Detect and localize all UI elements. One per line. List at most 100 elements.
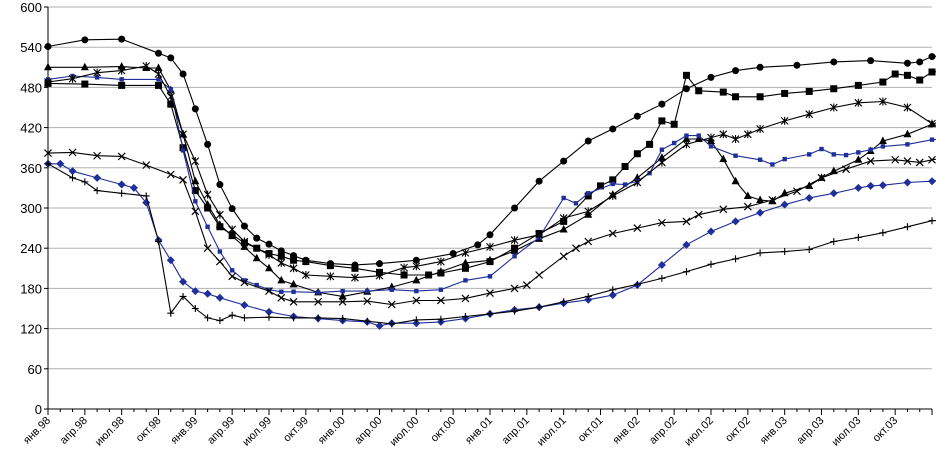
- series-7-point: [756, 249, 764, 257]
- series-5-point: [191, 157, 200, 166]
- series-6-point: [240, 301, 249, 310]
- series-1-point: [891, 70, 899, 78]
- series-7-point: [658, 274, 666, 282]
- series-2-point: [657, 153, 666, 161]
- series-0-point: [658, 100, 666, 108]
- series-5-point: [854, 98, 863, 107]
- series-3-point: [831, 152, 836, 157]
- series-7-point: [461, 313, 469, 321]
- series-7-point: [486, 310, 494, 318]
- series-5-point: [780, 116, 789, 125]
- series-3-point: [708, 144, 714, 149]
- series-0-point: [682, 85, 690, 93]
- series-6-point: [707, 227, 715, 236]
- y-tick-label: 180: [20, 281, 42, 296]
- series-3-point: [229, 268, 235, 273]
- series-1-point: [584, 192, 592, 200]
- series-6-point: [829, 189, 838, 198]
- x-tick-label: окт.01: [576, 415, 606, 445]
- x-tick-label: янв.01: [463, 415, 495, 447]
- x-tick-label: окт.02: [723, 415, 753, 445]
- series-2-point: [265, 263, 273, 272]
- series-0-point: [609, 125, 617, 133]
- series-5-point: [903, 103, 912, 112]
- series-0-point: [265, 240, 273, 248]
- x-tick-label: июл.02: [682, 415, 716, 449]
- series-4-point: [842, 165, 850, 174]
- series-7-point: [903, 223, 911, 231]
- series-4-point: [633, 224, 642, 233]
- series-4-point: [436, 296, 445, 305]
- series-1-point: [854, 81, 862, 89]
- series-7-point: [118, 189, 126, 197]
- series-0-point: [216, 181, 224, 189]
- series-layer: [44, 35, 936, 330]
- series-0-point: [903, 59, 911, 67]
- series-3-point: [647, 170, 652, 176]
- series-3-point: [770, 162, 775, 167]
- x-tick-label: июл.99: [240, 415, 274, 449]
- series-0-point: [584, 137, 592, 145]
- series-1-point: [633, 150, 641, 158]
- series-2-point: [854, 155, 863, 163]
- series-5-point: [437, 257, 445, 266]
- x-tick-label: апр.03: [794, 415, 826, 447]
- series-4-point: [793, 187, 801, 196]
- series-3-point: [843, 152, 849, 158]
- x-tick-label: апр.98: [58, 415, 90, 447]
- series-1-point: [597, 182, 604, 190]
- series-5-point: [928, 119, 936, 128]
- series-1-point: [191, 187, 199, 195]
- series-1-point: [879, 78, 887, 86]
- series-2-point: [240, 242, 249, 250]
- series-4-point: [891, 155, 900, 164]
- series-3-point: [193, 199, 198, 204]
- series-5-point: [805, 110, 814, 119]
- series-6-point: [928, 177, 936, 186]
- series-5-point: [375, 271, 384, 280]
- series-0-point: [155, 49, 162, 57]
- series-6-point: [756, 208, 765, 217]
- series-5-point: [166, 92, 175, 101]
- series-5-point: [228, 225, 237, 234]
- series-5-point: [351, 273, 359, 282]
- series-1-point: [928, 68, 936, 76]
- series-6-point: [166, 256, 175, 265]
- series-4-point: [522, 281, 531, 289]
- x-tick-label: окт.99: [281, 415, 311, 445]
- series-7-point: [216, 317, 224, 325]
- series-3-point: [684, 133, 689, 138]
- series-4-point: [277, 293, 286, 302]
- series-2-point: [289, 279, 298, 288]
- series-0: [44, 35, 936, 269]
- series-0-point: [118, 35, 126, 43]
- series-3-point: [561, 195, 566, 201]
- series-7-point: [339, 315, 347, 323]
- series-3-point: [622, 182, 628, 187]
- series-0-point: [633, 112, 641, 120]
- series-1-point: [781, 89, 789, 97]
- series-1-point: [461, 264, 469, 272]
- series-5-point: [584, 207, 593, 216]
- series-6-point: [56, 159, 65, 168]
- x-tick-label: июл.03: [830, 415, 864, 449]
- series-3-point: [856, 150, 861, 155]
- series-1-point: [646, 140, 654, 148]
- series-4-point: [387, 300, 396, 309]
- series-7-point: [290, 314, 298, 322]
- series-4-point: [191, 207, 200, 216]
- series-1-point: [277, 252, 285, 260]
- series-1-point: [805, 87, 813, 95]
- y-tick-label: 60: [28, 362, 42, 377]
- series-7-point: [511, 307, 519, 315]
- series-1-point: [830, 85, 838, 93]
- series-6-point: [903, 178, 912, 187]
- series-3-point: [807, 152, 812, 157]
- series-1-point: [204, 204, 212, 212]
- series-1-point: [118, 81, 126, 89]
- series-6-point: [866, 181, 875, 190]
- x-tick-label: окт.98: [134, 415, 164, 445]
- series-6-point: [68, 167, 77, 176]
- series-0-point: [191, 105, 199, 113]
- series-0-point: [228, 205, 236, 213]
